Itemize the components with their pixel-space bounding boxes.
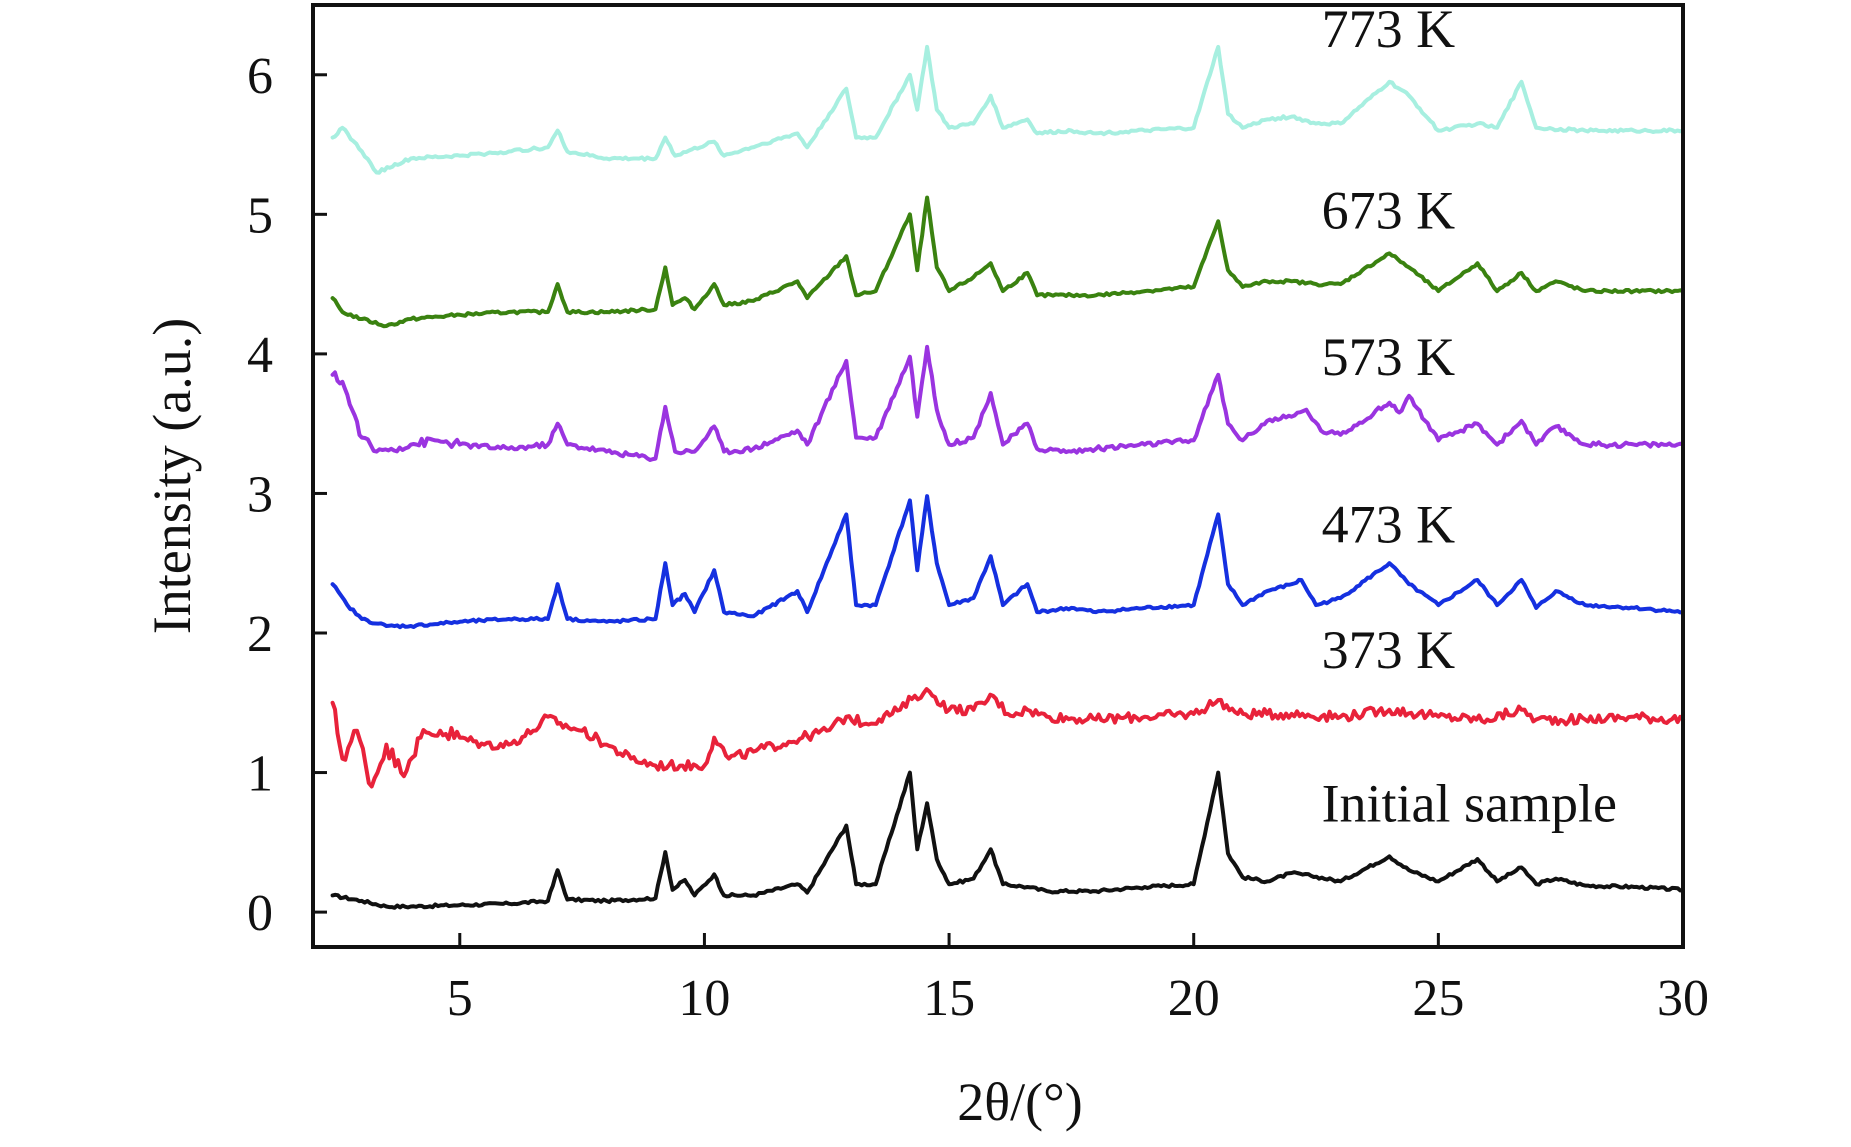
series-line-4 <box>330 195 1685 329</box>
y-tick-label: 0 <box>247 885 273 942</box>
series-label: 373 K <box>1322 620 1456 680</box>
series-labels: Initial sample 373 K 473 K 573 K 673 K 773 K <box>1322 0 1617 833</box>
y-tick-label: 5 <box>247 187 273 244</box>
x-tick-label: 10 <box>678 970 730 1027</box>
series-label: 673 K <box>1322 180 1456 240</box>
y-axis: 0 1 2 3 4 5 6 <box>247 48 327 942</box>
series-label: 473 K <box>1322 494 1456 554</box>
y-tick-label: 2 <box>247 606 273 663</box>
series-label: 773 K <box>1322 0 1456 59</box>
series-group <box>330 44 1685 910</box>
y-tick-label: 6 <box>247 48 273 105</box>
x-axis-title: 2θ/(°) <box>957 1072 1082 1132</box>
x-tick-label: 15 <box>923 970 975 1027</box>
series-label: Initial sample <box>1322 773 1617 833</box>
y-axis-title: Intensity (a.u.) <box>142 318 202 634</box>
series-line-5 <box>330 44 1685 175</box>
series-line-2 <box>330 494 1685 630</box>
y-tick-label: 4 <box>247 327 273 384</box>
x-tick-label: 5 <box>447 970 473 1027</box>
series-line-1 <box>330 687 1685 789</box>
series-label: 573 K <box>1322 327 1456 387</box>
series-line-0 <box>330 770 1685 910</box>
x-axis: 5 10 15 20 25 30 <box>447 933 1709 1027</box>
y-tick-label: 3 <box>247 466 273 523</box>
x-tick-label: 20 <box>1168 970 1220 1027</box>
y-tick-label: 1 <box>247 746 273 803</box>
plot-frame <box>311 3 1685 949</box>
series-line-3 <box>330 344 1685 462</box>
x-tick-label: 25 <box>1412 970 1464 1027</box>
x-tick-label: 30 <box>1657 970 1709 1027</box>
